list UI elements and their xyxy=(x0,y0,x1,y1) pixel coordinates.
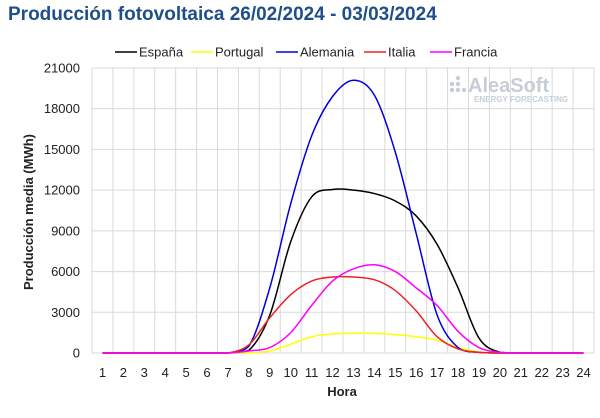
legend-label: Francia xyxy=(454,45,498,60)
x-tick-label: 20 xyxy=(493,365,507,380)
y-tick-label: 3000 xyxy=(51,305,80,320)
x-tick-label: 12 xyxy=(325,365,339,380)
y-axis-title: Producción media (MWh) xyxy=(21,134,36,290)
x-tick-label: 11 xyxy=(305,365,319,380)
x-tick-label: 22 xyxy=(534,365,548,380)
y-tick-label: 9000 xyxy=(51,223,80,238)
x-tick-label: 13 xyxy=(346,365,360,380)
legend-label: Portugal xyxy=(215,45,264,60)
x-tick-label: 6 xyxy=(203,365,210,380)
legend-label: Italia xyxy=(388,45,416,60)
x-tick-label: 7 xyxy=(224,365,231,380)
series-lines xyxy=(102,79,584,354)
y-tick-label: 0 xyxy=(73,346,80,361)
x-tick-label: 18 xyxy=(451,365,465,380)
series-line-francia xyxy=(102,263,584,354)
logo-dots-icon xyxy=(449,75,467,93)
x-tick-label: 4 xyxy=(162,365,169,380)
x-tick-label: 17 xyxy=(430,365,444,380)
y-tick-label: 12000 xyxy=(44,183,80,198)
logo-tagline: ENERGY FORECASTING xyxy=(474,95,568,104)
x-tick-label: 2 xyxy=(120,365,127,380)
logo-name: AleaSoft xyxy=(468,75,549,97)
grid-lines xyxy=(91,67,595,354)
x-tick-labels: 1 2 3 4 5 6 7 8 9 10 11 12 13 14 15 16 17 18 19 20 21 22 23 24 xyxy=(99,365,591,380)
x-tick-label: 14 xyxy=(367,365,381,380)
legend-item: Alemania xyxy=(276,45,355,60)
x-tick-label: 10 xyxy=(283,365,297,380)
x-tick-label: 24 xyxy=(576,365,590,380)
legend-item: Italia xyxy=(364,45,416,60)
x-tick-label: 15 xyxy=(388,365,402,380)
legend-label: Alemania xyxy=(300,45,355,60)
x-tick-label: 5 xyxy=(183,365,190,380)
legend-label: España xyxy=(139,45,184,60)
x-tick-label: 3 xyxy=(141,365,148,380)
x-tick-label: 21 xyxy=(514,365,528,380)
x-tick-label: 9 xyxy=(266,365,273,380)
x-tick-label: 19 xyxy=(472,365,486,380)
x-tick-label: 23 xyxy=(555,365,569,380)
legend: España Portugal Alemania Italia Francia xyxy=(115,45,498,60)
x-tick-label: 16 xyxy=(409,365,423,380)
y-tick-label: 18000 xyxy=(44,101,80,116)
y-tick-labels: 0 3000 6000 9000 12000 15000 18000 21000 xyxy=(44,61,80,361)
legend-item: España xyxy=(115,45,184,60)
x-tick-label: 8 xyxy=(245,365,252,380)
y-tick-label: 6000 xyxy=(51,264,80,279)
y-tick-label: 15000 xyxy=(44,142,80,157)
legend-item: Portugal xyxy=(191,45,264,60)
aleasoft-logo: AleaSoft ENERGY FORECASTING xyxy=(449,75,568,104)
x-axis-title: Hora xyxy=(327,384,357,399)
legend-item: Francia xyxy=(430,45,498,60)
chart-title: Producción fotovoltaica 26/02/2024 - 03/… xyxy=(8,4,437,25)
x-tick-label: 1 xyxy=(99,365,106,380)
y-tick-label: 21000 xyxy=(44,61,80,76)
